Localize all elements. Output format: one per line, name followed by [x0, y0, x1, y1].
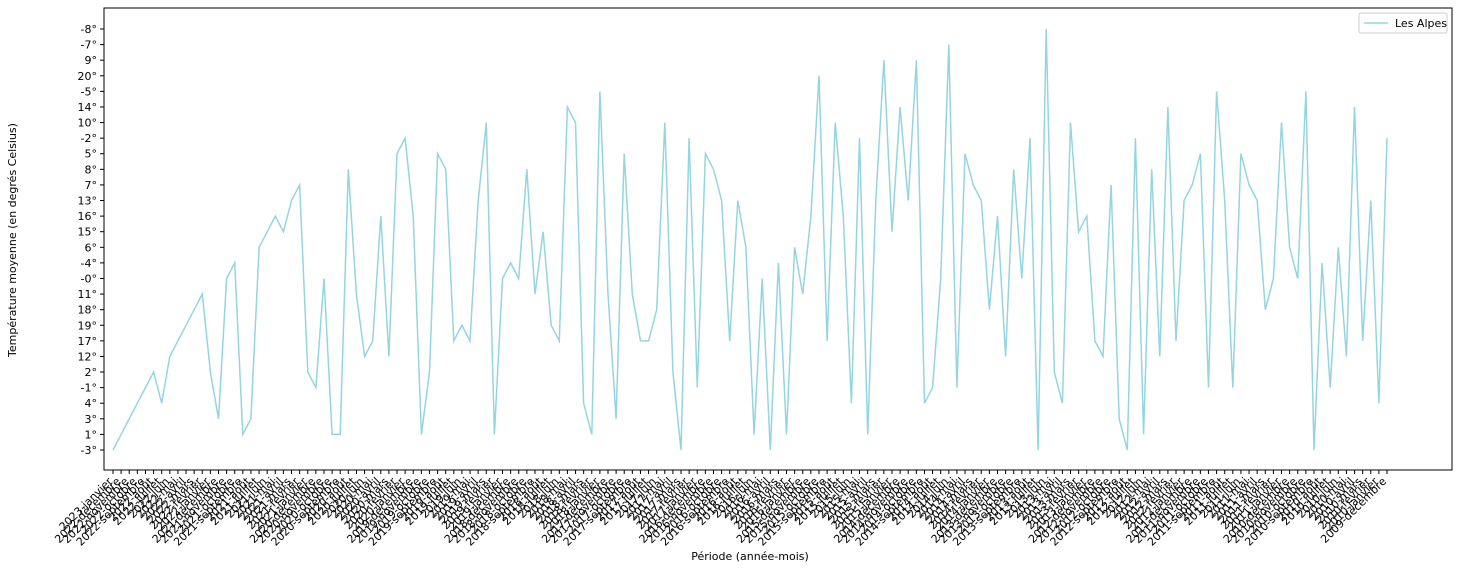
y-tick-label: -8° [81, 23, 97, 36]
y-tick-label: 12° [78, 350, 98, 363]
y-tick-label: 16° [78, 210, 98, 223]
y-tick-label: -4° [81, 257, 97, 270]
y-tick-label: 19° [78, 319, 98, 332]
y-tick-label: 7° [85, 179, 98, 192]
y-tick-label: 17° [78, 335, 98, 348]
legend-box [1358, 12, 1448, 34]
y-tick-label: -0° [81, 272, 97, 285]
y-axis-title: Température moyenne (en degrés Celsius) [6, 123, 19, 358]
y-tick-label: 2° [85, 366, 98, 379]
y-tick-label: 13° [78, 195, 98, 208]
y-tick-label: -1° [81, 382, 97, 395]
y-tick-label: 6° [85, 241, 98, 254]
y-tick-label: 1° [85, 428, 98, 441]
y-tick-label: 4° [85, 397, 98, 410]
y-tick-label: 10° [78, 117, 98, 130]
data-line [112, 28, 1388, 451]
y-tick-label: 5° [85, 148, 98, 161]
y-tick-label: 9° [85, 54, 98, 67]
y-tick-label: 15° [78, 226, 98, 239]
y-tick-label: -5° [81, 85, 97, 98]
y-tick-label: 14° [78, 101, 98, 114]
y-tick-label: 11° [78, 288, 98, 301]
y-tick-label: 8° [85, 163, 98, 176]
y-tick-label: -7° [81, 39, 97, 52]
y-tick-label: 3° [85, 413, 98, 426]
x-axis-title: Période (année-mois) [691, 550, 809, 563]
y-tick-label: -3° [81, 444, 97, 457]
y-tick-label: 18° [78, 304, 98, 317]
y-tick-label: 20° [78, 70, 98, 83]
legend-label: Les Alpes [1395, 17, 1447, 30]
plot-frame [103, 7, 1453, 471]
y-tick-label: -2° [81, 132, 97, 145]
